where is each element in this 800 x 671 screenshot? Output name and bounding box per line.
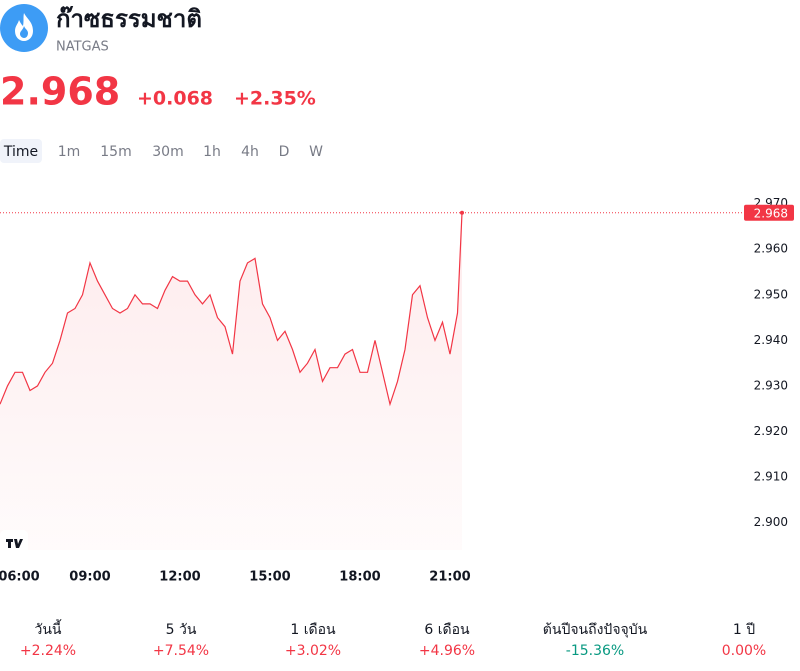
- area-fill: [0, 212, 462, 551]
- symbol-icon: [0, 4, 48, 52]
- y-tick-label: 2.900: [754, 515, 788, 529]
- performance-label: 1 ปี: [733, 622, 755, 638]
- symbol: NATGAS: [56, 40, 109, 55]
- x-tick-label: 09:00: [69, 570, 110, 585]
- performance-label: ต้นปีจนถึงปัจจุบัน: [543, 622, 648, 638]
- change-percent: +2.35%: [234, 88, 316, 110]
- x-tick-label: 21:00: [429, 570, 470, 585]
- x-tick-label: 12:00: [159, 570, 200, 585]
- performance-value: +3.02%: [285, 643, 341, 659]
- timeframe-tab[interactable]: 1h: [203, 144, 221, 160]
- timeframe-tab[interactable]: W: [309, 144, 323, 160]
- change: +0.068: [137, 88, 213, 110]
- x-tick-label: 18:00: [339, 570, 380, 585]
- last-price-dot: [460, 210, 464, 215]
- y-tick-label: 2.960: [754, 242, 788, 256]
- performance-label: 1 เดือน: [290, 622, 336, 638]
- performance-value: +7.54%: [153, 643, 209, 659]
- x-tick-label: 15:00: [249, 570, 290, 585]
- x-tick-label: 06:00: [0, 570, 40, 585]
- last-price-label: 2.968: [754, 206, 788, 220]
- y-tick-label: 2.920: [754, 424, 788, 438]
- timeframe-tab[interactable]: Time: [3, 144, 38, 160]
- performance-value: +4.96%: [419, 643, 475, 659]
- tv-logo: [0, 530, 28, 556]
- performance-label: 5 วัน: [166, 622, 197, 638]
- chart: 2.9002.9102.9202.9302.9402.9502.9602.970…: [0, 196, 794, 585]
- performance-label: วันนี้: [34, 619, 62, 638]
- title: ก๊าซธรรมชาติ: [56, 5, 202, 33]
- performance-label: 6 เดือน: [424, 622, 470, 638]
- timeframe-tab[interactable]: 1m: [58, 144, 81, 160]
- timeframe-tab[interactable]: 30m: [152, 144, 183, 160]
- y-tick-label: 2.930: [754, 378, 788, 392]
- performance: วันนี้ +2.24% 5 วัน +7.54% 1 เดือน +3.02% 6 เด…: [20, 619, 766, 659]
- timeframe-tab[interactable]: D: [279, 144, 290, 160]
- tab-selected-bg: [0, 139, 42, 163]
- timeframe-tabs: Time 1m 15m 30m 1h 4h D W: [0, 139, 323, 163]
- last-price-badge: [744, 204, 794, 221]
- performance-value: 0.00%: [722, 643, 766, 659]
- price: 2.968: [0, 70, 120, 114]
- y-tick-label: 2.940: [754, 333, 788, 347]
- performance-value: -15.36%: [566, 643, 624, 659]
- timeframe-tab[interactable]: 4h: [241, 144, 259, 160]
- y-tick-label: 2.910: [754, 470, 788, 484]
- y-tick-label: 2.950: [754, 287, 788, 301]
- timeframe-tab[interactable]: 15m: [100, 144, 131, 160]
- price-line: [0, 212, 463, 407]
- performance-value: +2.24%: [20, 643, 76, 659]
